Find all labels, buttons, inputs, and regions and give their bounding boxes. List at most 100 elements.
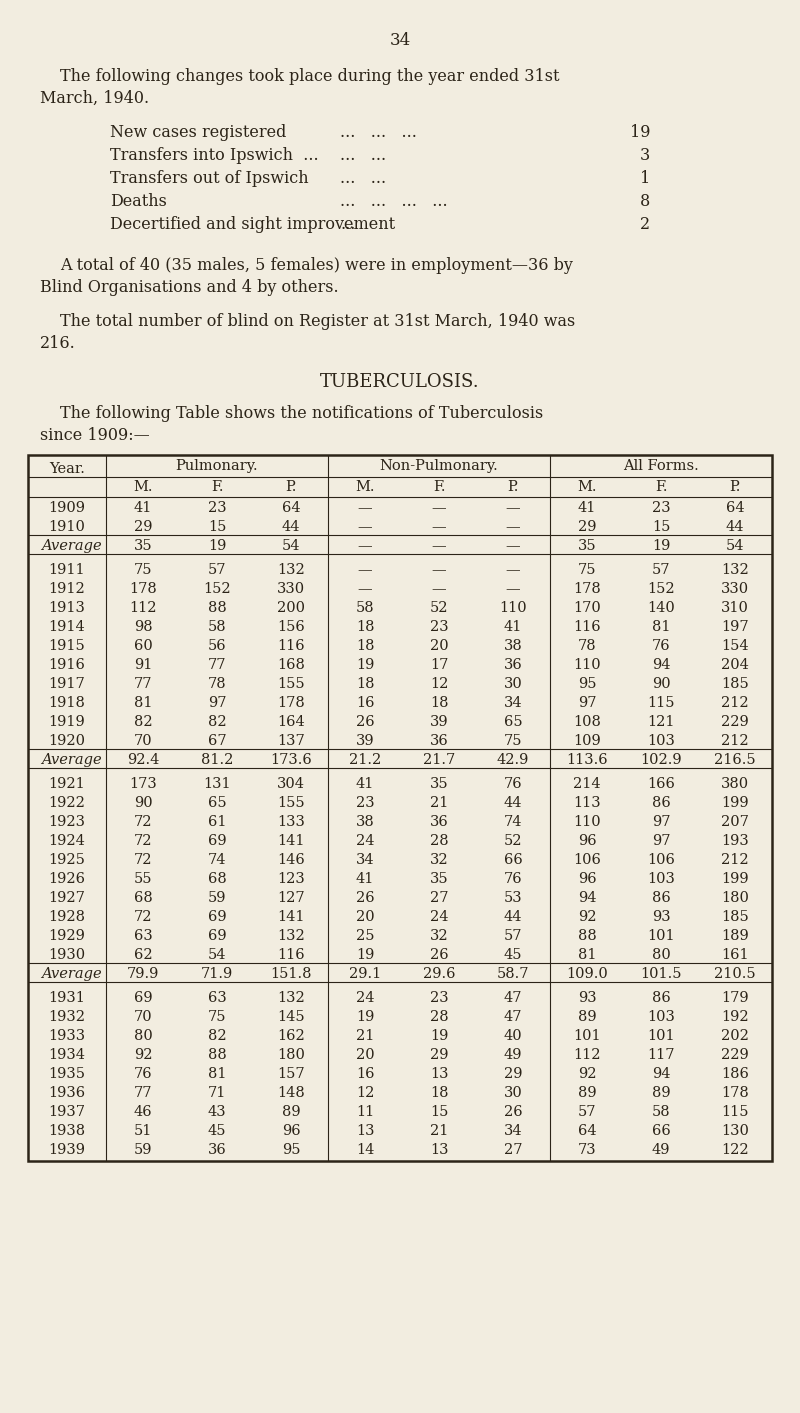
Text: 103: 103 bbox=[647, 733, 675, 747]
Text: 108: 108 bbox=[573, 715, 601, 729]
Text: 58.7: 58.7 bbox=[497, 966, 530, 981]
Text: 77: 77 bbox=[208, 658, 226, 673]
Text: 78: 78 bbox=[578, 639, 596, 653]
Text: 28: 28 bbox=[430, 834, 448, 848]
Text: P.: P. bbox=[730, 480, 741, 495]
Text: Blind Organisations and 4 by others.: Blind Organisations and 4 by others. bbox=[40, 278, 338, 295]
Text: 32: 32 bbox=[430, 853, 448, 868]
Text: 91: 91 bbox=[134, 658, 152, 673]
Text: M.: M. bbox=[355, 480, 374, 495]
Text: 75: 75 bbox=[504, 733, 522, 747]
Text: 1930: 1930 bbox=[49, 948, 86, 962]
Text: 80: 80 bbox=[134, 1029, 152, 1043]
Text: March, 1940.: March, 1940. bbox=[40, 90, 149, 107]
Text: 123: 123 bbox=[277, 872, 305, 886]
Text: 210.5: 210.5 bbox=[714, 966, 756, 981]
Text: 95: 95 bbox=[578, 677, 596, 691]
Text: 132: 132 bbox=[277, 928, 305, 942]
Text: 380: 380 bbox=[721, 777, 749, 791]
Text: 1924: 1924 bbox=[49, 834, 86, 848]
Text: 71.9: 71.9 bbox=[201, 966, 233, 981]
Text: 74: 74 bbox=[504, 815, 522, 829]
Text: 178: 178 bbox=[129, 582, 157, 596]
Text: —: — bbox=[506, 582, 520, 596]
Text: 35: 35 bbox=[134, 538, 152, 552]
Text: F.: F. bbox=[433, 480, 446, 495]
Text: 157: 157 bbox=[277, 1067, 305, 1081]
Text: —: — bbox=[358, 582, 372, 596]
Text: 39: 39 bbox=[430, 715, 448, 729]
Text: 32: 32 bbox=[430, 928, 448, 942]
Text: 132: 132 bbox=[277, 562, 305, 577]
Text: 42.9: 42.9 bbox=[497, 753, 529, 767]
Text: 330: 330 bbox=[277, 582, 305, 596]
Text: —: — bbox=[432, 502, 446, 514]
Text: 45: 45 bbox=[208, 1123, 226, 1137]
Text: 1921: 1921 bbox=[49, 777, 86, 791]
Text: 77: 77 bbox=[134, 677, 152, 691]
Text: 57: 57 bbox=[652, 562, 670, 577]
Text: 18: 18 bbox=[356, 677, 374, 691]
Text: 26: 26 bbox=[504, 1105, 522, 1119]
Text: 109: 109 bbox=[573, 733, 601, 747]
Text: 18: 18 bbox=[430, 697, 448, 709]
Text: ...   ...   ...   ...: ... ... ... ... bbox=[340, 194, 448, 211]
Text: since 1909:—: since 1909:— bbox=[40, 427, 150, 444]
Text: 110: 110 bbox=[499, 601, 527, 615]
Text: The following Table shows the notifications of Tuberculosis: The following Table shows the notificati… bbox=[60, 406, 543, 422]
Text: 61: 61 bbox=[208, 815, 226, 829]
Text: 53: 53 bbox=[504, 892, 522, 904]
Text: 70: 70 bbox=[134, 1010, 152, 1024]
Text: 200: 200 bbox=[277, 601, 305, 615]
Text: 40: 40 bbox=[504, 1029, 522, 1043]
Text: 189: 189 bbox=[721, 928, 749, 942]
Text: 96: 96 bbox=[578, 872, 596, 886]
Text: 63: 63 bbox=[134, 928, 152, 942]
Text: 103: 103 bbox=[647, 1010, 675, 1024]
Text: F.: F. bbox=[654, 480, 667, 495]
Text: 3: 3 bbox=[640, 147, 650, 164]
Text: Transfers out of Ipswich: Transfers out of Ipswich bbox=[110, 170, 309, 187]
Text: 19: 19 bbox=[356, 948, 374, 962]
Text: 65: 65 bbox=[208, 796, 226, 810]
Text: 1933: 1933 bbox=[49, 1029, 86, 1043]
Text: 76: 76 bbox=[504, 872, 522, 886]
Text: 15: 15 bbox=[652, 520, 670, 534]
Text: 98: 98 bbox=[134, 620, 152, 634]
Text: 185: 185 bbox=[721, 910, 749, 924]
Text: 89: 89 bbox=[578, 1087, 596, 1099]
Text: 122: 122 bbox=[721, 1143, 749, 1157]
Text: 8: 8 bbox=[640, 194, 650, 211]
Text: 21: 21 bbox=[356, 1029, 374, 1043]
Text: 52: 52 bbox=[504, 834, 522, 848]
Text: 54: 54 bbox=[726, 538, 744, 552]
Text: 67: 67 bbox=[208, 733, 226, 747]
Text: 1912: 1912 bbox=[49, 582, 86, 596]
Text: 47: 47 bbox=[504, 1010, 522, 1024]
Text: —: — bbox=[358, 502, 372, 514]
Text: 56: 56 bbox=[208, 639, 226, 653]
Text: The total number of blind on Register at 31st March, 1940 was: The total number of blind on Register at… bbox=[60, 314, 575, 331]
Text: 35: 35 bbox=[430, 872, 448, 886]
Text: 112: 112 bbox=[574, 1048, 601, 1063]
Text: 27: 27 bbox=[430, 892, 448, 904]
Text: 1938: 1938 bbox=[49, 1123, 86, 1137]
Text: 110: 110 bbox=[573, 658, 601, 673]
Text: 197: 197 bbox=[721, 620, 749, 634]
Text: 76: 76 bbox=[504, 777, 522, 791]
Text: 29.6: 29.6 bbox=[422, 966, 455, 981]
Text: 30: 30 bbox=[504, 677, 522, 691]
Text: 23: 23 bbox=[208, 502, 226, 514]
Text: 156: 156 bbox=[277, 620, 305, 634]
Text: 110: 110 bbox=[573, 815, 601, 829]
Text: 1937: 1937 bbox=[49, 1105, 86, 1119]
Text: 19: 19 bbox=[652, 538, 670, 552]
Text: 204: 204 bbox=[721, 658, 749, 673]
Text: 82: 82 bbox=[134, 715, 152, 729]
Text: 14: 14 bbox=[356, 1143, 374, 1157]
Text: 92: 92 bbox=[578, 910, 596, 924]
Text: 212: 212 bbox=[721, 697, 749, 709]
Text: 1926: 1926 bbox=[49, 872, 86, 886]
Text: 20: 20 bbox=[356, 1048, 374, 1063]
Text: 21.7: 21.7 bbox=[423, 753, 455, 767]
